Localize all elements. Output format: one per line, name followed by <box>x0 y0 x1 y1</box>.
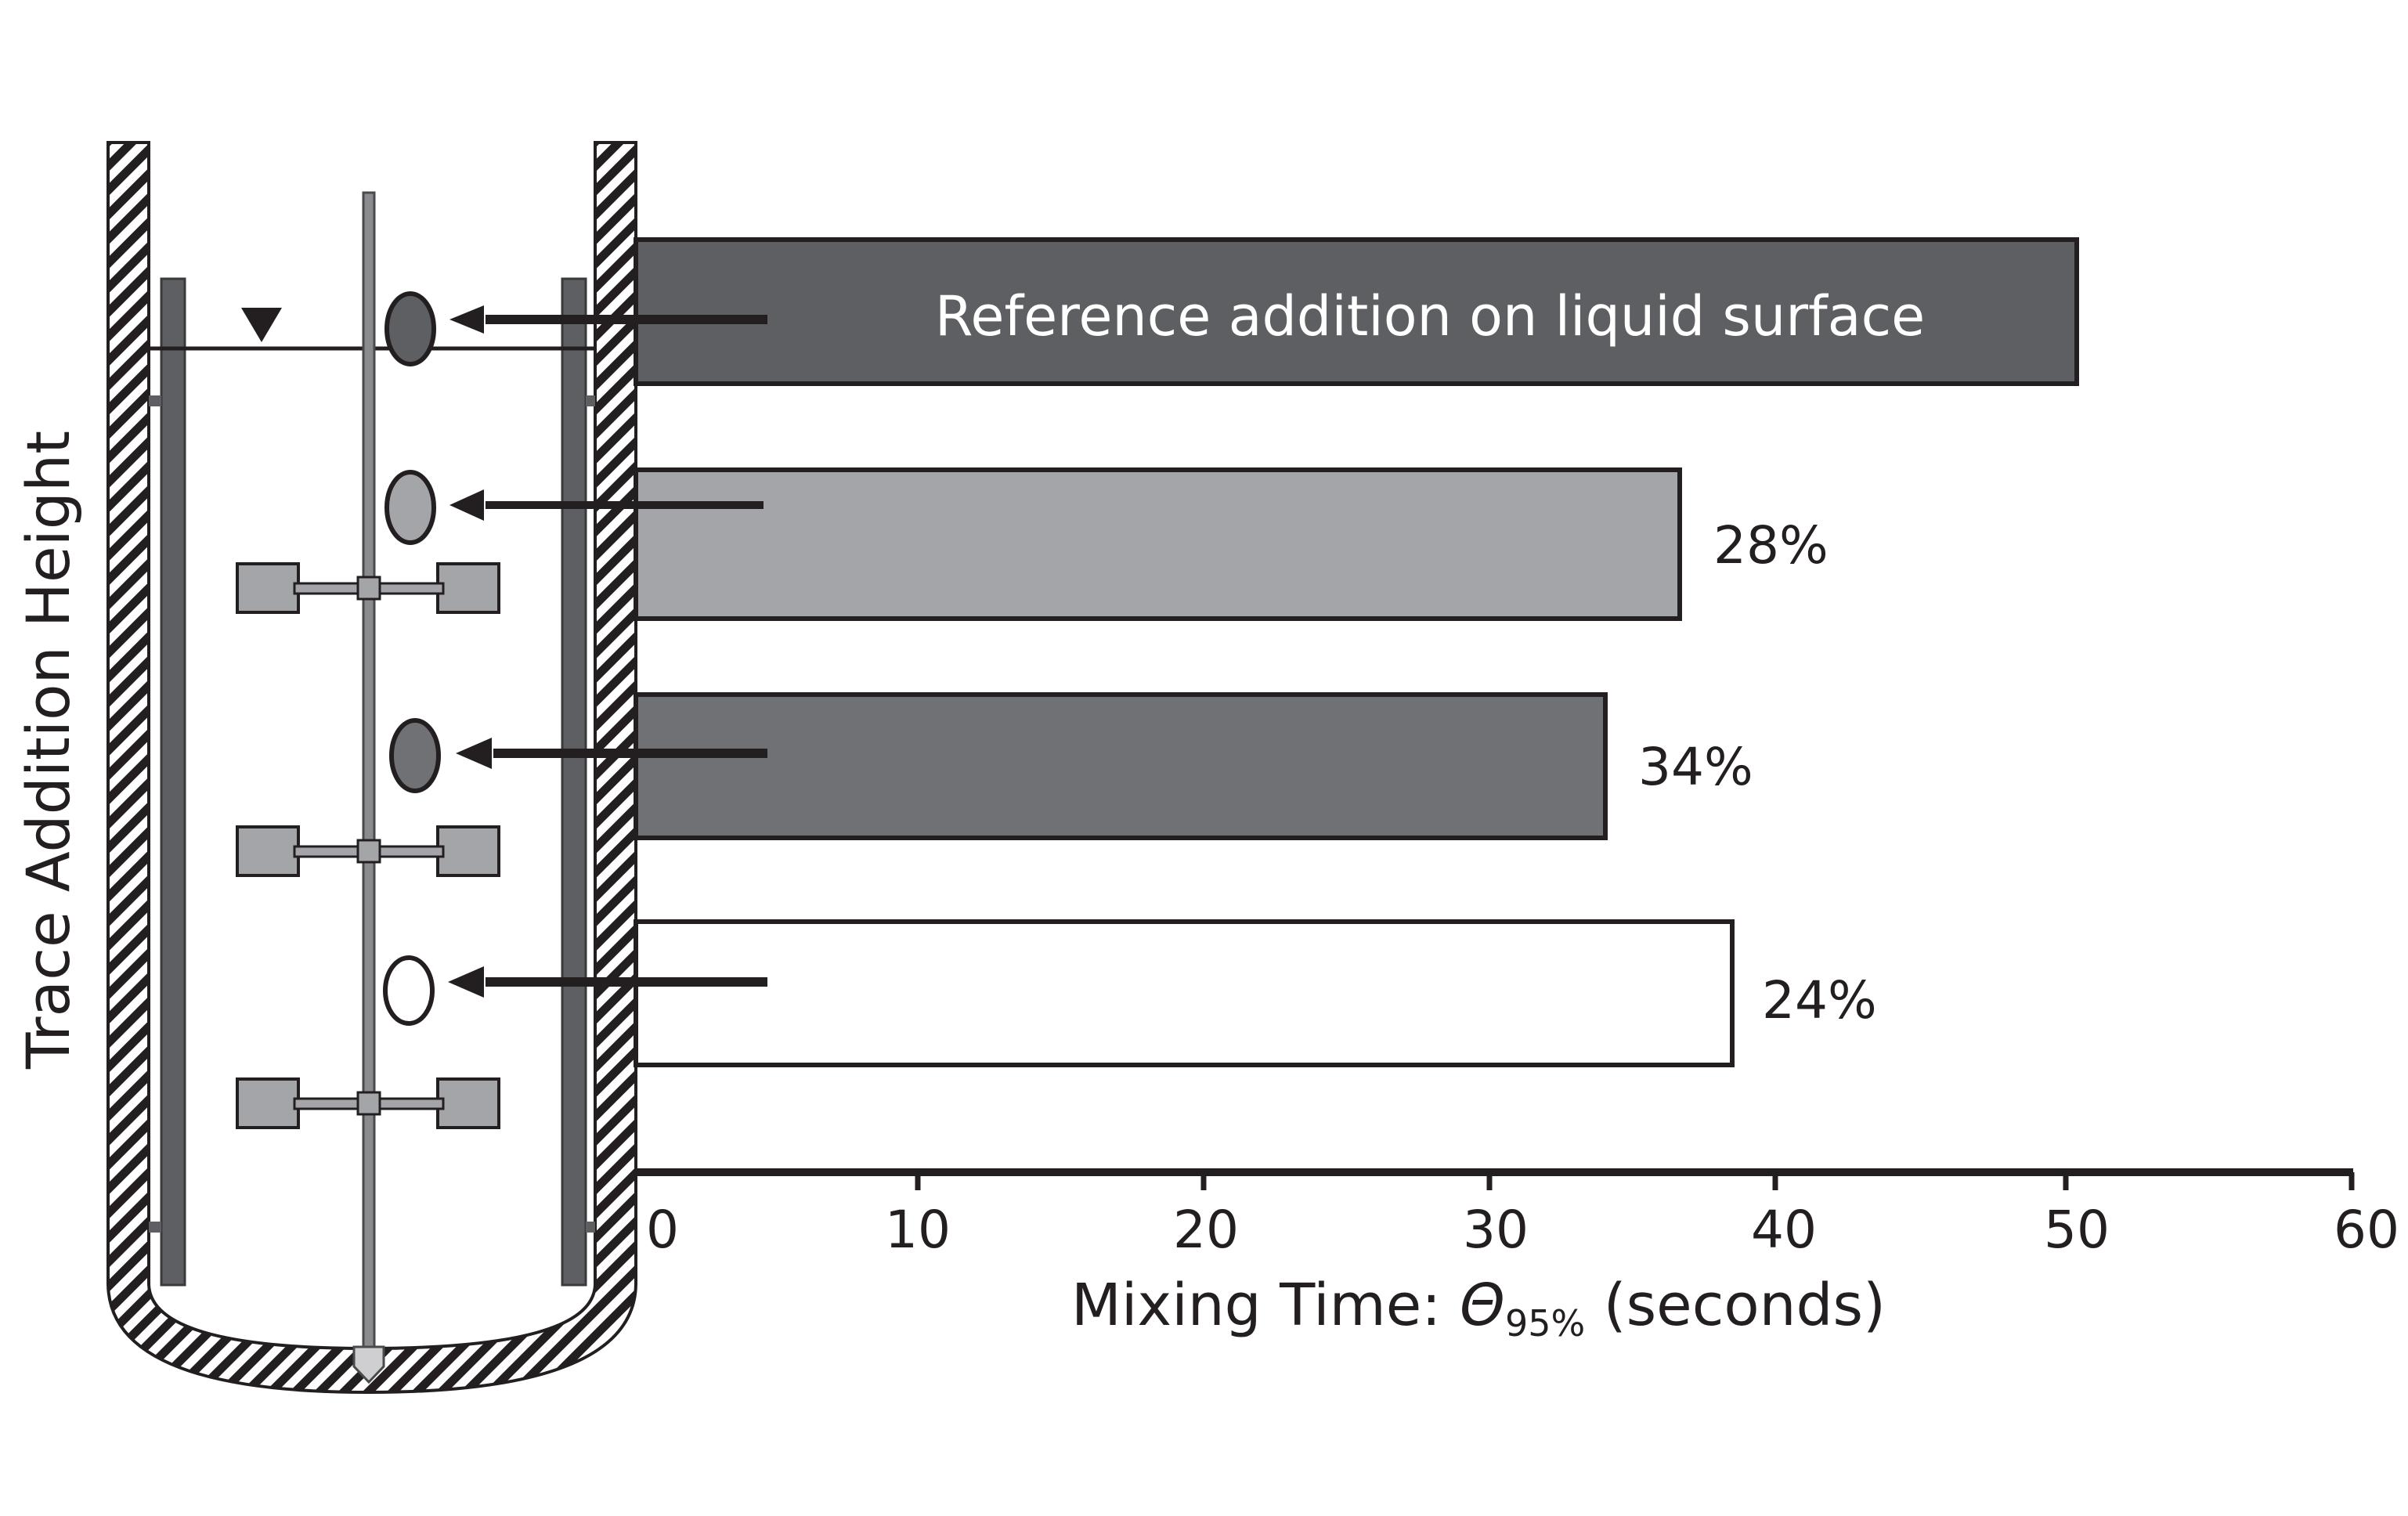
addition-point-upper-icon <box>384 470 436 545</box>
y-axis-label: Trace Addition Height <box>13 431 83 1069</box>
bar-reduction-label: 28% <box>1713 515 1829 576</box>
agitator-shaft <box>362 191 376 1369</box>
bar-24pct <box>634 919 1735 1067</box>
arrow-left-icon <box>448 966 767 998</box>
arrow-left-icon <box>449 489 764 521</box>
bar-34pct <box>634 692 1608 840</box>
baffle-left <box>160 277 186 1287</box>
bar-reference <box>634 237 2079 386</box>
bars <box>634 237 2079 1067</box>
addition-point-surface-icon <box>384 291 436 366</box>
x-axis <box>634 1168 2355 1190</box>
x-tick-label: 60 <box>2334 1200 2399 1260</box>
addition-point-middle-icon <box>389 718 441 793</box>
baffle-bracket <box>586 395 595 406</box>
x-title-prefix: Mixing Time: <box>1071 1272 1460 1339</box>
arrow-left-icon <box>456 738 767 769</box>
liquid-level-marker-icon <box>241 308 282 342</box>
baffle-bracket <box>149 1222 161 1233</box>
x-tick-label: 20 <box>1173 1200 1239 1260</box>
x-tick-label: 30 <box>1463 1200 1529 1260</box>
baffle-right <box>561 277 587 1287</box>
impeller-lower <box>236 1077 500 1129</box>
reference-bar-label: Reference addition on liquid surface <box>934 284 1926 348</box>
x-tick-label: 40 <box>1751 1200 1817 1260</box>
impeller-middle <box>236 825 500 877</box>
addition-points <box>383 291 767 1026</box>
baffle-bracket <box>586 1222 595 1233</box>
x-title-theta: Θ <box>1459 1272 1505 1339</box>
baffle-bracket <box>149 395 161 406</box>
impeller-upper <box>236 562 500 614</box>
arrow-left-icon <box>449 305 767 334</box>
vessel-diagram <box>107 141 637 1395</box>
addition-point-lower-icon <box>383 955 435 1026</box>
x-tick-label: 10 <box>885 1200 951 1260</box>
bar-28pct <box>634 467 1682 621</box>
bar-reduction-label: 24% <box>1762 970 1877 1031</box>
x-tick-label: 0 <box>646 1200 679 1260</box>
vessel-wall <box>107 141 637 1395</box>
x-title-suffix: (seconds) <box>1585 1272 1886 1339</box>
x-axis-title: Mixing Time: Θ95% (seconds) <box>1071 1276 1886 1341</box>
x-title-subscript: 95% <box>1504 1302 1586 1345</box>
x-tick-label: 50 <box>2044 1200 2110 1260</box>
shaft-bearing-icon <box>352 1345 385 1384</box>
bar-reduction-label: 34% <box>1638 737 1753 797</box>
